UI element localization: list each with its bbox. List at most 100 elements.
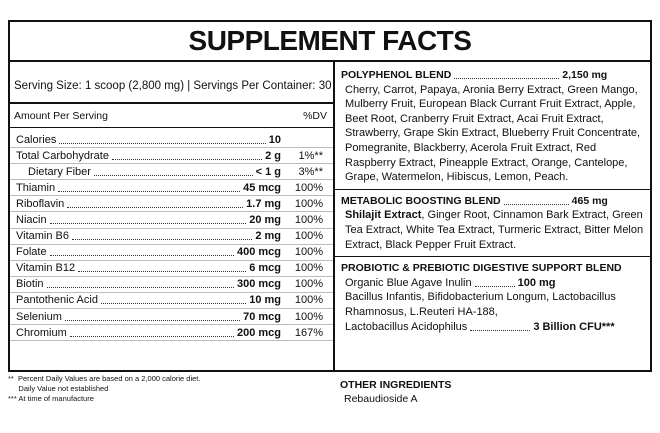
leader-dots	[100, 296, 247, 305]
nutrient-label: Folate	[16, 246, 47, 259]
cfu-amount: 3 Billion CFU***	[533, 320, 615, 333]
panel-columns: Serving Size: 1 scoop (2,800 mg) | Servi…	[10, 62, 650, 370]
nutrient-row: Chromium 200 mcg 167%	[10, 325, 333, 342]
nutrient-amount: 6 mcg	[249, 262, 281, 275]
nutrient-row: Calories 10	[10, 132, 333, 149]
nutrient-row: Vitamin B6 2 mg 100%	[10, 229, 333, 245]
leader-dots	[58, 184, 241, 192]
nutrient-dv: 100%	[294, 197, 323, 210]
nutrient-label: Selenium	[16, 310, 62, 323]
nutrient-dv: 100%	[294, 310, 323, 323]
nutrient-amount: < 1 g	[255, 165, 281, 178]
leader-dots	[69, 329, 234, 337]
nutrient-amount: 300 mcg	[236, 278, 281, 291]
metabolic-title: METABOLIC BOOSTING BLEND	[341, 194, 501, 207]
metabolic-amount: 465 mg	[571, 194, 608, 207]
nutrient-label: Pantothenic Acid	[16, 294, 98, 307]
other-ingredients-value: Rebaudioside A	[344, 393, 418, 405]
metabolic-ingredient-list: , Ginger Root, Cinnamon Bark Extract, Gr…	[345, 209, 644, 251]
metabolic-title-row: METABOLIC BOOSTING BLEND 465 mg	[341, 194, 644, 209]
leader-dots	[454, 71, 560, 80]
probiotic-line-3: Rhamnosus, L.Reuteri HA-188,	[345, 305, 498, 318]
footnote-manufacture: *** At time of manufacture	[8, 394, 94, 403]
nutrient-label: Riboflavin	[16, 197, 65, 210]
nutrient-amount: 10	[268, 133, 281, 146]
amount-per-serving-label: Amount Per Serving	[14, 109, 108, 122]
footnote-not-established: Daily Value not established	[8, 384, 109, 393]
nutrient-amount: 2 g	[265, 149, 281, 162]
nutrient-label: Biotin	[16, 278, 44, 291]
dv-header: %DV	[303, 109, 327, 122]
nutrient-row: Selenium 70 mcg 100%	[10, 309, 333, 326]
amount-header: Amount Per Serving %DV	[10, 104, 333, 128]
leader-dots	[111, 152, 263, 160]
leader-dots	[474, 279, 515, 288]
nutrient-label: Calories	[16, 133, 57, 146]
polyphenol-title-row: POLYPHENOL BLEND 2,150 mg	[341, 68, 644, 83]
nutrient-label: Total Carbohydrate	[16, 149, 109, 162]
nutrient-dv: 100%	[294, 230, 323, 243]
nutrient-amount: 10 mg	[249, 294, 281, 307]
nutrient-amount: 70 mcg	[243, 310, 281, 323]
divider	[335, 256, 650, 258]
nutrient-amount: 20 mg	[249, 214, 281, 227]
leader-dots	[49, 248, 234, 257]
other-ingredients-heading: OTHER INGREDIENTS	[340, 379, 452, 391]
nutrient-row: Vitamin B12 6 mcg 100%	[10, 261, 333, 277]
nutrient-amount: 1.7 mg	[246, 197, 281, 210]
nutrient-row: Biotin 300 mcg 100%	[10, 277, 333, 293]
nutrient-dv: 100%	[294, 278, 323, 291]
nutrient-amount: 200 mcg	[236, 326, 281, 339]
leader-dots	[470, 323, 531, 331]
polyphenol-title: POLYPHENOL BLEND	[341, 69, 452, 81]
leader-dots	[93, 168, 253, 176]
other-ingredients: OTHER INGREDIENTS Rebaudioside A	[340, 378, 451, 406]
acidophilus-line: Lactobacillus Acidophilus 3 Billion CFU*…	[345, 320, 644, 335]
metabolic-lead-ingredient: Shilajit Extract	[345, 209, 422, 222]
nutrient-dv: 100%	[294, 181, 323, 194]
acidophilus-label: Lactobacillus Acidophilus	[345, 320, 468, 333]
nutrient-row: Total Carbohydrate 2 g 1%**	[10, 148, 333, 165]
nutrient-column: Serving Size: 1 scoop (2,800 mg) | Servi…	[10, 62, 335, 370]
serving-info: Serving Size: 1 scoop (2,800 mg) | Servi…	[10, 62, 333, 104]
leader-dots	[78, 264, 247, 273]
nutrient-rows: Calories 10 Total Carbohydrate 2 g 1%** Dieta…	[10, 128, 333, 342]
nutrient-row: Folate 400 mcg 100%	[10, 245, 333, 261]
panel-title: SUPPLEMENT FACTS	[10, 22, 650, 62]
nutrient-label: Vitamin B12	[16, 262, 76, 275]
nutrient-row: Thiamin 45 mcg 100%	[10, 180, 333, 197]
nutrient-label: Chromium	[16, 326, 67, 339]
nutrient-row: Niacin 20 mg 100%	[10, 212, 333, 229]
probiotic-ingredients: Organic Blue Agave Inulin 100 mg Bacillu…	[341, 276, 644, 334]
leader-dots	[67, 200, 244, 208]
nutrient-label: Niacin	[16, 214, 47, 227]
inulin-label: Organic Blue Agave Inulin	[345, 276, 472, 289]
polyphenol-ingredients: Cherry, Carrot, Papaya, Aronia Berry Ext…	[345, 83, 641, 184]
leader-dots	[503, 197, 569, 206]
blend-column: POLYPHENOL BLEND 2,150 mg Cherry, Carrot…	[335, 62, 650, 370]
nutrient-dv: 100%	[294, 246, 323, 259]
nutrient-label: Vitamin B6	[16, 230, 69, 243]
nutrient-row: Dietary Fiber < 1 g 3%**	[10, 164, 333, 181]
inulin-line: Organic Blue Agave Inulin 100 mg	[345, 276, 644, 291]
nutrient-dv: 167%	[294, 326, 323, 339]
nutrient-dv: 100%	[294, 294, 323, 307]
footnotes: ** Percent Daily Values are based on a 2…	[8, 374, 200, 404]
leader-dots	[64, 313, 241, 321]
supplement-facts-panel: SUPPLEMENT FACTS Serving Size: 1 scoop (…	[8, 20, 652, 372]
nutrient-row: Pantothenic Acid 10 mg 100%	[10, 293, 333, 310]
nutrient-dv: 100%	[294, 214, 323, 227]
polyphenol-amount: 2,150 mg	[562, 69, 608, 81]
metabolic-ingredients: Shilajit Extract, Ginger Root, Cinnamon …	[341, 208, 644, 252]
leader-dots	[46, 280, 234, 289]
nutrient-label: Thiamin	[16, 181, 56, 194]
nutrient-row: Riboflavin 1.7 mg 100%	[10, 196, 333, 213]
nutrient-amount: 400 mcg	[236, 246, 281, 259]
nutrient-amount: 45 mcg	[243, 181, 281, 194]
nutrient-dv: 1%**	[298, 149, 323, 162]
leader-dots	[72, 232, 253, 241]
nutrient-dv: 100%	[294, 262, 323, 275]
leader-dots	[49, 216, 247, 225]
divider	[335, 188, 650, 190]
nutrient-label: Dietary Fiber	[28, 165, 91, 178]
